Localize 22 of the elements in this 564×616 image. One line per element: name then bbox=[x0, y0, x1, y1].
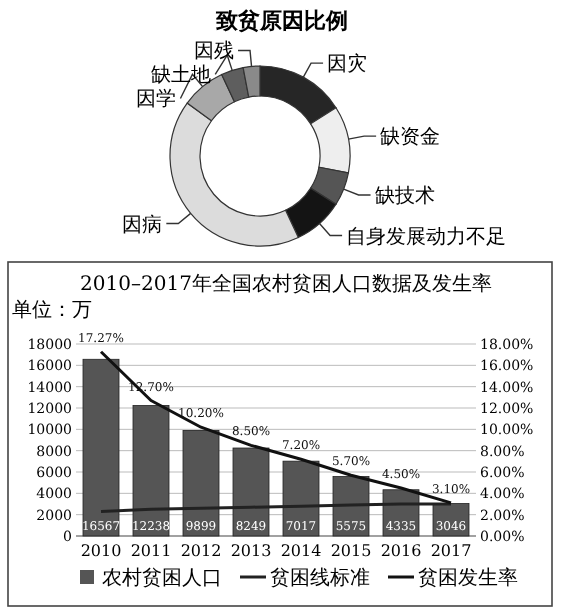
x-tick-label: 2011 bbox=[130, 542, 172, 560]
chart-title: 2010–2017年全国农村贫困人口数据及发生率 bbox=[80, 272, 492, 296]
legend-label: 贫困线标准 bbox=[270, 566, 370, 590]
x-tick-label: 2016 bbox=[380, 542, 422, 560]
x-tick-label: 2010 bbox=[80, 542, 122, 560]
x-tick-label: 2014 bbox=[280, 542, 322, 560]
slice-label: 缺技术 bbox=[374, 184, 435, 209]
slice-label: 因病 bbox=[122, 212, 163, 237]
slice-label: 缺土地 bbox=[151, 63, 212, 88]
slice-label: 因残 bbox=[194, 39, 235, 64]
slice-label: 自身发展动力不足 bbox=[346, 224, 507, 249]
x-tick-label: 2013 bbox=[230, 542, 272, 560]
x-tick-label: 2017 bbox=[430, 542, 472, 560]
y-axis-title: 单位：万 bbox=[12, 298, 92, 322]
x-tick-label: 2015 bbox=[330, 542, 372, 560]
slice-label: 缺资金 bbox=[380, 125, 441, 150]
chart-title: 致贫原因比例 bbox=[214, 8, 348, 34]
slice-label: 因学 bbox=[136, 87, 177, 112]
legend-label: 贫困发生率 bbox=[418, 566, 518, 590]
slice-label: 因灾 bbox=[327, 52, 368, 77]
legend-label: 农村贫困人口 bbox=[102, 566, 222, 590]
x-tick-label: 2012 bbox=[180, 542, 222, 560]
